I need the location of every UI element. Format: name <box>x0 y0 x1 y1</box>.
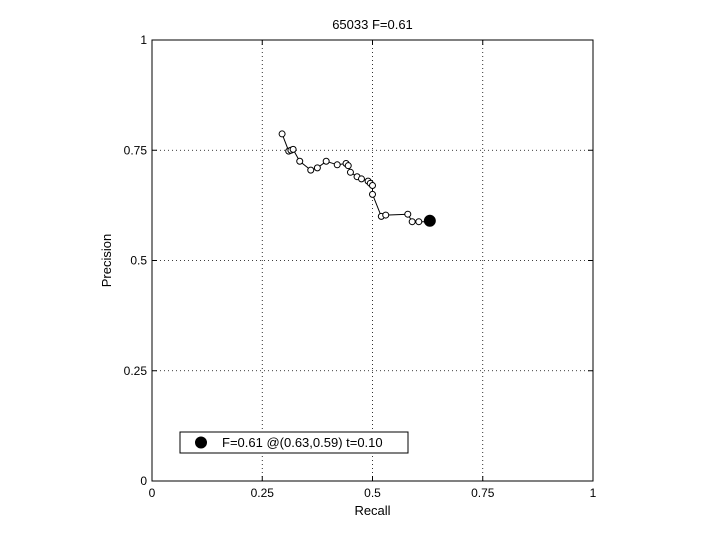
y-tick-label: 0.75 <box>124 143 148 157</box>
data-point <box>333 161 341 169</box>
data-point <box>404 210 412 218</box>
data-point <box>369 182 376 190</box>
data-point <box>289 145 297 153</box>
data-point <box>307 166 315 174</box>
x-axis-label: Recall <box>354 503 390 518</box>
series-line <box>278 130 436 227</box>
grid-lines <box>152 40 593 481</box>
y-axis-label: Precision <box>99 234 114 287</box>
y-tick-label: 0.5 <box>130 254 147 268</box>
x-tick-label: 0 <box>149 486 156 500</box>
x-tick-label: 1 <box>590 486 597 500</box>
data-point <box>322 157 330 165</box>
data-point <box>408 218 416 226</box>
data-point <box>296 157 304 165</box>
data-point <box>344 162 352 170</box>
data-point <box>313 164 321 172</box>
data-point <box>357 175 365 183</box>
legend-label: F=0.61 @(0.63,0.59) t=0.10 <box>222 435 383 450</box>
chart-title: 65033 F=0.61 <box>332 17 413 32</box>
best-f-point <box>423 214 436 227</box>
data-point <box>382 211 390 219</box>
data-point <box>346 168 354 176</box>
x-tick-label: 0.25 <box>251 486 275 500</box>
data-point <box>369 190 376 198</box>
legend-box <box>179 431 409 454</box>
legend-marker <box>195 436 207 449</box>
data-point <box>278 130 286 138</box>
y-tick-label: 0.25 <box>124 364 148 378</box>
axis-ticks: 0 0.25 0.5 0.75 1 0 0.25 0.5 0.75 1 <box>124 33 597 500</box>
x-tick-label: 0.75 <box>471 486 495 500</box>
y-tick-label: 0 <box>140 474 147 488</box>
y-tick-label: 1 <box>140 33 147 47</box>
data-point <box>415 218 423 226</box>
legend: F=0.61 @(0.63,0.59) t=0.10 <box>179 431 409 454</box>
x-tick-label: 0.5 <box>364 486 381 500</box>
